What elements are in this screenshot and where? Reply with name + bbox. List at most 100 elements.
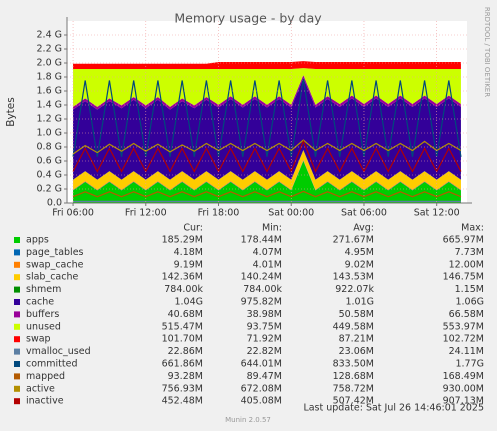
side-note: RRDTOOL / TOBI OETIKER	[483, 7, 491, 97]
legend-stat: 1.77G	[455, 359, 484, 370]
y-tick-label: 1.0 G	[37, 128, 63, 139]
y-tick-label: 0.6 G	[37, 156, 63, 167]
legend-stat: 4.01M	[253, 259, 282, 270]
legend-stat: 24.11M	[449, 346, 484, 357]
legend-stat: 22.82M	[247, 346, 282, 357]
legend-stat: 7.73M	[455, 247, 484, 258]
legend-header: Max:	[461, 223, 484, 234]
legend-stat: 452.48M	[162, 396, 203, 407]
legend-stat: 515.47M	[162, 321, 203, 332]
legend-stat: 38.98M	[247, 309, 282, 320]
legend-stat: 756.93M	[162, 383, 203, 394]
legend-swatch	[14, 237, 20, 243]
legend-stat: 178.44M	[241, 235, 282, 246]
legend-stat: 922.07k	[335, 284, 374, 295]
y-tick-label: 2.0 G	[37, 58, 63, 69]
legend-stat: 4.95M	[345, 247, 374, 258]
legend-swatch	[14, 249, 20, 256]
legend-stat: 4.18M	[174, 247, 203, 258]
legend-stat: 146.75M	[443, 272, 484, 283]
legend-label: active	[26, 383, 55, 394]
y-axis-label: Bytes	[5, 97, 17, 126]
legend-stat: 758.72M	[333, 383, 374, 394]
legend-stat: 9.02M	[345, 259, 374, 270]
y-tick-label: 1.4 G	[37, 100, 63, 111]
line	[72, 190, 462, 198]
legend-label: inactive	[26, 396, 64, 407]
legend-stat: 271.67M	[333, 235, 374, 246]
legend-swatch	[14, 323, 20, 330]
legend-stat: 1.15M	[455, 284, 484, 295]
legend-stat: 833.50M	[333, 359, 374, 370]
legend-stat: 143.53M	[333, 272, 374, 283]
chart-title: Memory usage - by day	[174, 11, 322, 26]
legend-stat: 93.28M	[168, 371, 203, 382]
legend-stat: 40.68M	[168, 309, 203, 320]
y-tick-label: 0.2 G	[37, 184, 63, 195]
legend-stat: 89.47M	[247, 371, 282, 382]
legend-stat: 22.86M	[168, 346, 203, 357]
legend-stat: 142.36M	[162, 272, 203, 283]
legend-header: Cur:	[183, 223, 203, 234]
legend-stat: 23.06M	[339, 346, 374, 357]
y-tick-label: 1.2 G	[37, 114, 63, 125]
y-tick-label: 2.2 G	[37, 44, 63, 55]
legend-label: cache	[26, 297, 54, 308]
area	[73, 150, 461, 190]
legend-swatch	[14, 385, 20, 392]
legend-label: page_tables	[26, 247, 84, 258]
legend-label: mapped	[26, 371, 65, 382]
legend-swatch	[14, 336, 20, 343]
legend-stat: 507.42M	[333, 396, 374, 407]
legend-swatch	[14, 373, 20, 380]
last-update: Last update: Sat Jul 26 14:46:01 2025	[303, 403, 484, 414]
legend-stat: 71.92M	[247, 334, 282, 345]
legend-label: swap_cache	[26, 259, 84, 270]
y-tick-label: 0.4 G	[37, 170, 63, 181]
area	[73, 68, 461, 107]
legend-label: unused	[26, 321, 61, 332]
legend-stat: 975.82M	[241, 297, 282, 308]
y-tick-label: 1.8 G	[37, 72, 63, 83]
legend-stat: 12.00M	[449, 259, 484, 270]
legend-stat: 50.58M	[339, 309, 374, 320]
legend-stat: 784.00k	[243, 284, 282, 295]
legend-stat: 661.86M	[162, 359, 203, 370]
legend-label: apps	[26, 235, 49, 246]
legend-stat: 1.04G	[174, 297, 203, 308]
line	[72, 139, 462, 155]
legend-stat: 644.01M	[241, 359, 282, 370]
legend-label: committed	[26, 359, 78, 370]
legend-swatch	[14, 348, 20, 355]
legend-stat: 87.21M	[339, 334, 374, 345]
legend-label: vmalloc_used	[26, 346, 91, 357]
legend-swatch	[14, 398, 20, 405]
legend-header: Min:	[262, 223, 282, 234]
legend-stat: 128.68M	[333, 371, 374, 382]
legend-swatch	[14, 261, 20, 268]
legend-stat: 1.01G	[345, 297, 374, 308]
y-tick-label: 0.0	[47, 198, 62, 209]
legend-stat: 672.08M	[241, 383, 282, 394]
legend-swatch	[14, 286, 20, 293]
legend-stat: 553.97M	[443, 321, 484, 332]
legend-stat: 4.07M	[253, 247, 282, 258]
legend-stat: 185.29M	[162, 235, 203, 246]
legend-stat: 1.06G	[455, 297, 484, 308]
x-tick-label: Sat 06:00	[341, 208, 387, 219]
line	[72, 139, 462, 173]
legend-stat: 930.00M	[443, 383, 484, 394]
legend-stat: 665.97M	[443, 235, 484, 246]
legend-swatch	[14, 274, 20, 281]
legend-stat: 784.00k	[164, 284, 203, 295]
legend-stat: 102.72M	[443, 334, 484, 345]
legend-swatch	[14, 299, 20, 305]
legend-label: shmem	[26, 284, 61, 295]
footer: Munin 2.0.57	[225, 416, 271, 424]
legend-stat: 449.58M	[333, 321, 374, 332]
y-tick-label: 0.8 G	[37, 142, 63, 153]
legend-label: buffers	[26, 309, 59, 320]
legend-stat: 66.58M	[449, 309, 484, 320]
legend-stat: 907.13M	[443, 396, 484, 407]
